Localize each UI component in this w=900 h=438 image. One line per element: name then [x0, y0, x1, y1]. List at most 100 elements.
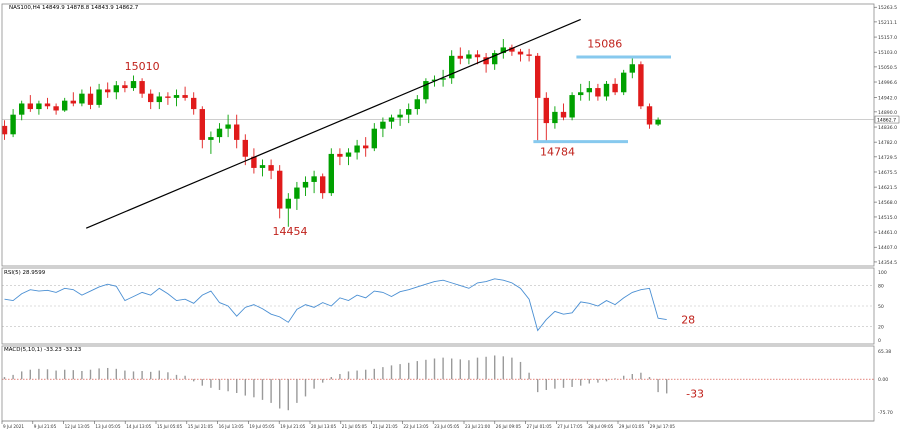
candle-bullish: [440, 78, 446, 80]
candle-bearish: [122, 85, 128, 89]
rsi-line: [4, 278, 667, 332]
price-axis-tick-label: 14729.5: [878, 155, 897, 161]
price-panel-frame: [1, 3, 875, 267]
x-axis-tick-label: 21 Jul 21:05: [373, 424, 398, 429]
price-axis-tick-label: 14836.0: [878, 125, 897, 131]
candle-bullish: [311, 176, 317, 182]
x-axis-tick-label: 28 Jul 09:05: [588, 424, 613, 429]
price-annotation-label: 15086: [587, 37, 622, 50]
candle-bearish: [509, 47, 515, 52]
price-axis-tick-label: 14675.5: [878, 170, 897, 176]
candle-bullish: [603, 83, 610, 97]
x-axis-tick-label: 23 Jul 05:05: [434, 424, 459, 429]
candle-bullish: [414, 99, 420, 110]
price-axis-tick-label: 14890.0: [878, 110, 897, 116]
candle-bullish: [578, 92, 584, 96]
x-axis-tick-label: 16 Jul 13:05: [219, 424, 244, 429]
candle-bullish: [208, 137, 214, 140]
price-axis-tick-label: 14996.6: [878, 80, 897, 86]
candle-bullish: [500, 47, 506, 54]
x-axis-tick-label: 29 Jul 01:05: [619, 424, 644, 429]
macd-axis-tick-label: -75.70: [878, 410, 893, 416]
candle-bearish: [1, 125, 8, 135]
x-axis-tick-label: 27 Jul 17:05: [557, 424, 582, 429]
candle-bearish: [474, 54, 481, 58]
x-axis-tick-label: 22 Jul 13:05: [403, 424, 428, 429]
candle-bearish: [148, 93, 154, 103]
candle-bullish: [113, 85, 119, 93]
x-axis-tick-label: 14 Jul 13:05: [126, 424, 151, 429]
candle-bullish: [397, 114, 403, 118]
candle-bearish: [234, 124, 240, 140]
candle-bearish: [526, 54, 532, 56]
candle-bearish: [337, 153, 343, 157]
candle-bearish: [242, 139, 248, 157]
x-axis-tick-label: 26 Jul 09:05: [496, 424, 521, 429]
candle-bearish: [646, 106, 653, 125]
candle-bullish: [552, 111, 558, 124]
candle-bearish: [165, 96, 171, 98]
candle-bearish: [44, 103, 51, 107]
candle-bullish: [380, 121, 386, 129]
candle-bearish: [27, 103, 33, 110]
candle-bullish: [629, 64, 635, 73]
x-axis-tick-label: 19 Jul 21:05: [280, 424, 305, 429]
candle-bullish: [285, 198, 291, 209]
rsi-axis-tick-label: 20: [878, 324, 884, 330]
candle-bullish: [388, 117, 395, 122]
price-axis-tick-label: 15050.5: [878, 65, 897, 71]
candle-bullish: [466, 54, 472, 59]
x-axis-tick-label: 21 Jul 05:05: [342, 424, 367, 429]
candle-bullish: [371, 128, 377, 149]
last-price-box: [874, 115, 900, 124]
candle-bullish: [96, 89, 102, 105]
price-axis-tick-label: 14621.5: [878, 185, 897, 191]
rsi-axis-tick-label: 80: [878, 284, 884, 290]
candle-bearish: [191, 97, 197, 110]
candle-bullish: [431, 79, 438, 82]
candle-bullish: [216, 128, 223, 138]
candle-bearish: [483, 57, 489, 65]
candle-bullish: [130, 81, 137, 89]
rsi-axis-tick-label: 50: [878, 304, 884, 310]
x-axis-tick-label: 13 Jul 05:05: [95, 424, 120, 429]
candle-bearish: [320, 176, 326, 194]
candle-bullish: [259, 165, 266, 168]
candle-bullish: [423, 81, 429, 100]
price-axis-tick-label: 14782.0: [878, 140, 897, 146]
candle-bullish: [79, 93, 85, 104]
x-axis-tick-label: 12 Jul 13:05: [65, 424, 90, 429]
candle-bearish: [363, 145, 369, 149]
candle-bullish: [156, 96, 162, 103]
x-axis-tick-label: 19 Jul 05:05: [249, 424, 274, 429]
price-annotation-label: 14784: [540, 145, 575, 158]
x-axis-tick-label: 27 Jul 01:05: [527, 424, 552, 429]
x-axis-tick-label: 9 Jul 2021: [3, 424, 24, 429]
price-annotation-label: 14454: [273, 225, 308, 238]
price-panel: 14862.7 15010 14454 15086 14784: [1, 18, 900, 238]
candle-bearish: [535, 55, 541, 98]
candle-bearish: [105, 89, 111, 93]
candle-bearish: [457, 55, 463, 59]
macd-axis-tick-label: 0.00: [878, 377, 888, 383]
rsi-axis-tick-label: 0: [878, 338, 881, 344]
candle-bullish: [345, 152, 352, 157]
trendline: [85, 18, 581, 229]
candle-bullish: [328, 153, 334, 194]
macd-panel-title: MACD(5,10,1) -33.23 -33.23: [4, 347, 82, 353]
candle-bearish: [251, 156, 257, 168]
candle-bullish: [406, 109, 412, 115]
price-axis-tick-label: 15103.0: [878, 50, 897, 56]
price-axis-tick-label: 14354.5: [878, 260, 897, 266]
rsi-axis-tick-label: 100: [878, 270, 887, 276]
candle-bullish: [655, 119, 661, 125]
candle-bullish: [36, 103, 42, 110]
macd-panel: 65.38 0.00 -75.70 -33: [2, 349, 893, 416]
price-axis-tick-label: 15211.1: [878, 20, 897, 26]
candle-bearish: [517, 51, 524, 55]
candle-bullish: [492, 53, 498, 65]
rsi-panel: 100 80 50 20 0 28: [2, 270, 887, 344]
candle-bullish: [173, 95, 180, 98]
candle-bearish: [70, 100, 76, 104]
